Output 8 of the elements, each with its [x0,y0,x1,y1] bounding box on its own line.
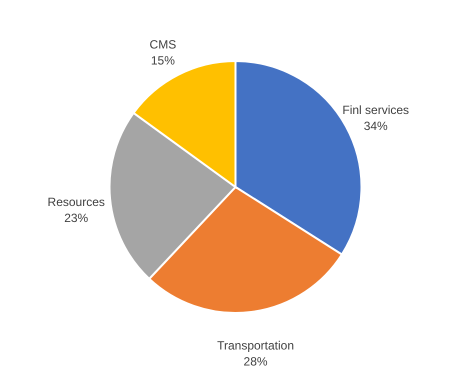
slice-label: Resources [48,195,105,210]
data-label: 34% [364,118,388,133]
slice-label: CMS [150,37,176,52]
slice-label: Finl services [342,102,410,117]
data-label: 28% [244,354,268,369]
data-label: 23% [64,211,89,226]
slice-label: Transportation [217,338,294,353]
data-label: 15% [150,53,176,68]
